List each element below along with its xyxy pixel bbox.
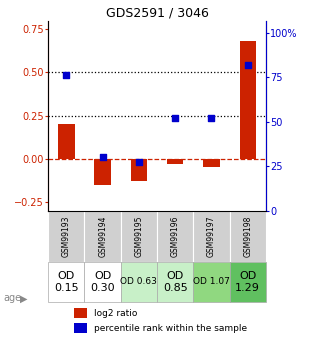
Text: GSM99197: GSM99197: [207, 215, 216, 257]
Text: GSM99194: GSM99194: [98, 215, 107, 257]
Bar: [230, 262, 266, 302]
Bar: [230, 210, 266, 262]
Bar: [157, 210, 193, 262]
Bar: [48, 210, 85, 262]
Text: OD
1.29: OD 1.29: [235, 271, 260, 293]
Text: OD
0.15: OD 0.15: [54, 271, 79, 293]
Bar: [58, 124, 75, 159]
Bar: [85, 262, 121, 302]
Text: ▶: ▶: [20, 294, 28, 303]
Text: GSM99198: GSM99198: [243, 215, 252, 257]
Bar: [203, 159, 220, 167]
Bar: [131, 159, 147, 181]
Bar: [48, 262, 85, 302]
Bar: [74, 308, 87, 318]
Bar: [239, 41, 256, 159]
Text: log2 ratio: log2 ratio: [94, 309, 137, 318]
Title: GDS2591 / 3046: GDS2591 / 3046: [106, 7, 208, 20]
Bar: [193, 210, 230, 262]
Text: GSM99196: GSM99196: [171, 215, 180, 257]
Text: OD
0.30: OD 0.30: [90, 271, 115, 293]
Bar: [157, 262, 193, 302]
Bar: [95, 159, 111, 185]
Text: age: age: [3, 294, 21, 303]
Text: percentile rank within the sample: percentile rank within the sample: [94, 324, 247, 333]
Text: GSM99195: GSM99195: [134, 215, 143, 257]
Text: OD
0.85: OD 0.85: [163, 271, 188, 293]
Bar: [121, 210, 157, 262]
Bar: [85, 210, 121, 262]
Bar: [74, 323, 87, 333]
Text: OD 0.63: OD 0.63: [120, 277, 157, 286]
Point: [245, 62, 250, 67]
Point: [137, 160, 142, 165]
Bar: [193, 262, 230, 302]
Bar: [121, 262, 157, 302]
Point: [100, 154, 105, 160]
Point: [64, 72, 69, 78]
Point: [209, 115, 214, 121]
Text: GSM99193: GSM99193: [62, 215, 71, 257]
Bar: [167, 159, 183, 164]
Text: OD 1.07: OD 1.07: [193, 277, 230, 286]
Point: [173, 115, 178, 121]
